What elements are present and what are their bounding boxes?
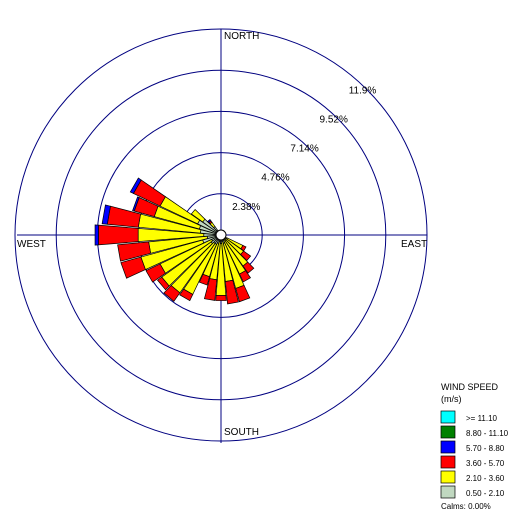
petal-210-bin-2 bbox=[179, 288, 194, 302]
petal-300-bin-3 bbox=[129, 177, 142, 194]
petal-190-bin-2 bbox=[203, 278, 218, 301]
petal-270-bin-2 bbox=[98, 224, 139, 246]
legend-label-1: 8.80 - 11.10 bbox=[466, 429, 509, 438]
ring-label-4: 9.52% bbox=[320, 115, 348, 126]
ring-label-3: 7.14% bbox=[290, 144, 318, 155]
ring-label-1: 2.38% bbox=[232, 202, 260, 213]
south-label: SOUTH bbox=[224, 427, 259, 438]
petal-150-bin-2 bbox=[239, 270, 251, 283]
ring-label-5: 11.9% bbox=[349, 85, 377, 96]
petal-120-bin-2 bbox=[240, 244, 247, 252]
legend-swatch-2 bbox=[440, 440, 456, 454]
center-circle bbox=[215, 229, 227, 241]
legend-swatch-1 bbox=[440, 425, 456, 439]
petal-170-bin-2 bbox=[225, 279, 239, 305]
legend-label-5: 0.50 - 2.10 bbox=[466, 489, 505, 498]
east-label: EAST bbox=[401, 239, 427, 250]
legend-label-0: >= 11.10 bbox=[466, 414, 498, 423]
legend-label-2: 5.70 - 8.80 bbox=[466, 444, 505, 453]
petals-layer bbox=[94, 177, 255, 305]
petal-220-bin-2 bbox=[163, 285, 181, 302]
petal-230-bin-2 bbox=[156, 276, 170, 291]
petal-160-bin-2 bbox=[235, 284, 251, 303]
ring-labels-layer: 2.38% 4.76% 7.14% 9.52% 11.9% bbox=[232, 85, 376, 213]
legend-label-3: 3.60 - 5.70 bbox=[466, 459, 505, 468]
petal-180-bin-2 bbox=[215, 295, 227, 301]
petal-280-bin-3 bbox=[101, 204, 111, 225]
petal-320-bin-3 bbox=[207, 218, 212, 224]
petal-250-bin-2 bbox=[120, 256, 146, 279]
legend-unit: (m/s) bbox=[441, 394, 462, 404]
petal-200-bin-2 bbox=[198, 273, 210, 286]
legend-items: >= 11.10 8.80 - 11.10 5.70 - 8.80 3.60 - 5.… bbox=[440, 410, 509, 499]
west-label: WEST bbox=[17, 239, 46, 250]
legend: WIND SPEED (m/s) >= 11.10 8.80 - 11.10 5.7… bbox=[440, 382, 509, 511]
petal-310-bin-1 bbox=[190, 208, 206, 223]
legend-label-4: 2.10 - 3.60 bbox=[466, 474, 505, 483]
petal-240-bin-2 bbox=[145, 263, 166, 283]
legend-swatch-0 bbox=[440, 410, 456, 424]
petal-270-bin-3 bbox=[94, 224, 99, 246]
north-label: NORTH bbox=[224, 31, 259, 42]
legend-swatch-3 bbox=[440, 455, 456, 469]
ring-label-2: 4.76% bbox=[261, 173, 289, 184]
petal-290-bin-3 bbox=[132, 196, 140, 212]
legend-swatch-5 bbox=[440, 485, 456, 499]
petal-260-bin-2 bbox=[117, 241, 152, 262]
legend-calms: Calms: 0.00% bbox=[441, 502, 491, 511]
petal-140-bin-2 bbox=[242, 261, 255, 274]
legend-swatch-4 bbox=[440, 470, 456, 484]
petal-130-bin-2 bbox=[240, 250, 252, 262]
legend-title: WIND SPEED bbox=[441, 382, 499, 392]
